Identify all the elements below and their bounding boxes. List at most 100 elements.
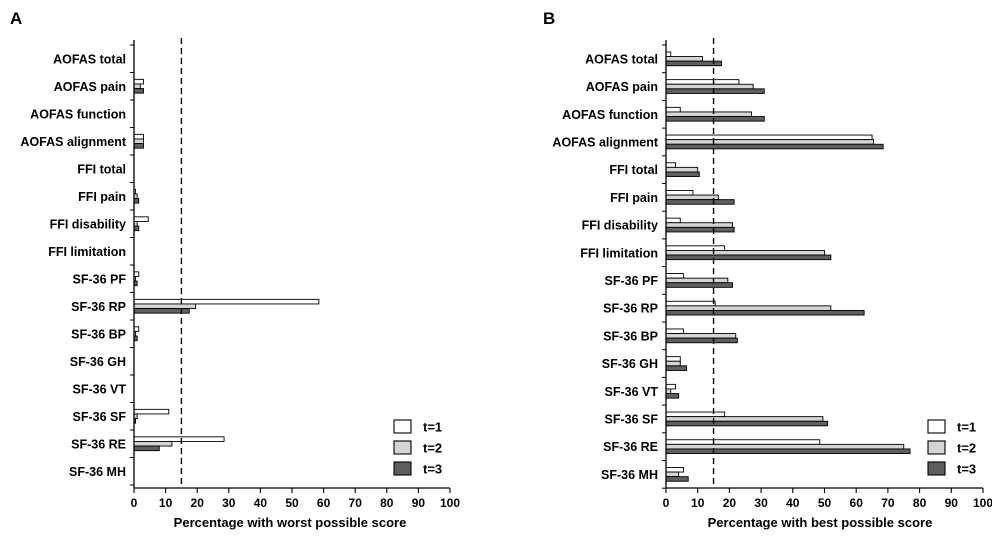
bar xyxy=(133,326,140,332)
bar xyxy=(665,189,694,196)
bar xyxy=(665,365,688,371)
x-tick-label: 30 xyxy=(222,496,236,510)
bar xyxy=(665,79,740,85)
legend-swatch xyxy=(393,461,412,476)
x-tick-label: 80 xyxy=(380,496,394,510)
bar xyxy=(665,249,825,256)
legend-swatch xyxy=(927,440,946,455)
bar xyxy=(133,198,140,204)
x-tick-label: 40 xyxy=(786,496,800,510)
panel-a-x-axis-title: Percentage with worst possible score xyxy=(174,515,407,530)
bar xyxy=(665,471,680,478)
category-label: FFI limitation xyxy=(580,246,658,260)
category-label: SF-36 PF xyxy=(605,274,659,288)
bar xyxy=(665,337,738,344)
bar xyxy=(665,448,911,455)
x-tick-label: 100 xyxy=(440,496,460,510)
category-label: AOFAS total xyxy=(585,52,658,66)
category-label: FFI total xyxy=(609,163,658,177)
bar xyxy=(665,111,753,117)
legend-label: t=1 xyxy=(423,420,442,435)
panel-a-legend: t=1 t=2 t=3 xyxy=(393,419,442,477)
legend-swatch xyxy=(393,419,412,434)
bar xyxy=(133,216,149,222)
x-tick-label: 40 xyxy=(254,496,268,510)
panel-a-bars xyxy=(133,78,320,452)
bar xyxy=(665,226,735,233)
x-tick-label: 100 xyxy=(973,496,992,510)
bar xyxy=(665,83,754,90)
category-label: SF-36 RP xyxy=(71,300,126,314)
bar xyxy=(665,305,832,311)
bar xyxy=(665,139,875,145)
bar xyxy=(665,56,703,62)
panel-b-category-labels: AOFAS total AOFAS pain AOFAS function AOFAS… xyxy=(552,52,658,482)
bar xyxy=(665,171,700,177)
bar xyxy=(665,162,676,168)
bar xyxy=(665,300,716,307)
category-label: AOFAS alignment xyxy=(552,135,658,149)
category-label: SF-36 GH xyxy=(602,357,658,371)
x-tick-label: 90 xyxy=(412,496,426,510)
bar xyxy=(665,116,765,122)
category-label: FFI disability xyxy=(50,217,126,231)
x-tick-label: 80 xyxy=(913,496,927,510)
x-tick-label: 0 xyxy=(663,496,670,510)
panel-b-legend: t=1 t=2 t=3 xyxy=(927,419,976,477)
category-label: SF-36 SF xyxy=(605,412,659,426)
category-label: AOFAS function xyxy=(30,107,126,121)
category-label: FFI disability xyxy=(582,219,658,233)
bar xyxy=(133,133,144,140)
panel-a-letter: A xyxy=(10,9,22,28)
bar xyxy=(133,445,160,452)
panel-a-category-labels: AOFAS total AOFAS pain AOFAS function AOFAS… xyxy=(20,52,126,479)
legend-swatch xyxy=(927,419,946,434)
panel-b-bars xyxy=(665,51,911,482)
panel-b-x-axis-title: Percentage with best possible score xyxy=(708,515,933,530)
bar xyxy=(665,333,737,339)
category-label: SF-36 GH xyxy=(70,355,126,369)
bar xyxy=(665,277,729,284)
bar xyxy=(665,88,765,94)
x-tick-label: 60 xyxy=(317,496,331,510)
bar xyxy=(665,254,832,261)
category-label: FFI pain xyxy=(610,191,658,205)
category-label: SF-36 PF xyxy=(73,272,127,286)
category-label: SF-36 MH xyxy=(601,468,658,482)
category-label: SF-36 VT xyxy=(73,382,127,396)
bar xyxy=(665,383,676,390)
bar xyxy=(133,83,141,89)
panel-b-x-ticks: 0 10 20 30 40 50 60 70 80 90 100 xyxy=(663,488,992,510)
bar xyxy=(133,441,173,447)
category-label: FFI pain xyxy=(78,190,126,204)
category-label: SF-36 RP xyxy=(603,302,658,316)
bar xyxy=(665,273,684,279)
bar xyxy=(133,408,170,415)
bar xyxy=(665,282,734,288)
bar xyxy=(665,310,865,316)
bar xyxy=(665,134,873,141)
x-tick-label: 60 xyxy=(850,496,864,510)
legend-swatch xyxy=(393,440,412,455)
panel-b-letter: B xyxy=(543,9,555,28)
x-tick-label: 30 xyxy=(754,496,768,510)
bar xyxy=(665,439,821,445)
x-tick-label: 50 xyxy=(285,496,299,510)
bar xyxy=(665,245,726,251)
bar xyxy=(665,328,684,335)
category-label: SF-36 SF xyxy=(73,410,127,424)
bar xyxy=(665,467,684,473)
legend-label: t=3 xyxy=(423,462,442,477)
bar xyxy=(133,298,320,305)
category-label: FFI total xyxy=(77,162,126,176)
bar xyxy=(665,420,829,427)
bar xyxy=(133,225,140,232)
category-label: SF-36 VT xyxy=(605,385,659,399)
category-label: SF-36 RE xyxy=(603,440,658,454)
bar xyxy=(665,416,824,422)
x-tick-label: 50 xyxy=(818,496,832,510)
bar xyxy=(665,388,672,395)
